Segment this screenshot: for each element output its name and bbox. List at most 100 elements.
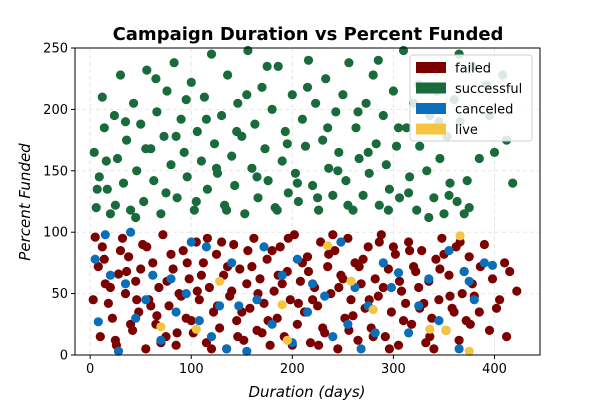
data-point-successful	[91, 203, 101, 213]
data-point-successful	[189, 205, 199, 215]
data-point-canceled	[328, 332, 338, 342]
data-point-failed	[334, 282, 344, 293]
data-point-failed	[148, 258, 158, 268]
data-point-canceled	[227, 258, 237, 268]
data-point-failed	[374, 237, 384, 247]
data-point-failed	[318, 323, 328, 333]
data-point-successful	[136, 119, 146, 129]
data-point-successful	[353, 107, 363, 117]
data-point-failed	[88, 295, 98, 305]
data-point-successful	[308, 180, 318, 191]
data-point-successful	[383, 205, 393, 215]
data-point-failed	[97, 242, 107, 252]
data-point-failed	[328, 230, 338, 240]
data-point-canceled	[414, 301, 424, 311]
data-point-canceled	[386, 282, 396, 293]
data-point-successful	[388, 86, 398, 96]
data-point-live	[455, 231, 465, 241]
data-point-successful	[122, 135, 132, 145]
data-point-successful	[508, 178, 518, 188]
legend: failed successful canceled live	[409, 54, 533, 142]
data-point-successful	[217, 110, 227, 121]
data-point-successful	[290, 168, 300, 178]
data-point-failed	[512, 286, 522, 296]
data-point-canceled	[100, 230, 110, 240]
data-point-failed	[479, 239, 489, 250]
data-point-failed	[131, 276, 141, 286]
data-point-successful	[402, 123, 412, 133]
data-point-failed	[132, 295, 142, 305]
legend-swatch-failed	[416, 62, 446, 73]
data-point-successful	[206, 49, 217, 59]
data-point-failed	[388, 242, 398, 252]
data-point-successful	[201, 114, 211, 124]
data-point-successful	[101, 156, 111, 166]
x-tick-label: 300	[381, 362, 406, 377]
data-point-successful	[424, 212, 434, 223]
legend-label-successful: successful	[455, 82, 522, 97]
data-point-failed	[202, 233, 212, 243]
data-point-successful	[142, 65, 152, 75]
data-point-failed	[303, 266, 314, 277]
data-point-failed	[182, 258, 192, 268]
data-point-failed	[425, 332, 435, 342]
data-point-successful	[280, 126, 290, 137]
data-point-failed	[380, 332, 390, 342]
data-point-successful	[272, 205, 282, 215]
data-point-successful	[282, 139, 292, 149]
data-point-failed	[142, 242, 152, 252]
data-point-successful	[109, 110, 119, 121]
data-point-canceled	[252, 295, 262, 305]
data-point-live	[425, 324, 435, 334]
data-point-failed	[267, 246, 277, 256]
data-point-failed	[401, 298, 411, 308]
data-point-failed	[394, 276, 405, 286]
data-point-failed	[141, 344, 151, 354]
data-point-failed	[201, 338, 211, 348]
y-tick-label: 150	[43, 164, 68, 179]
data-point-successful	[105, 209, 115, 219]
data-point-successful	[344, 58, 354, 68]
data-point-canceled	[186, 237, 196, 247]
data-point-successful	[139, 196, 149, 207]
data-point-successful	[181, 95, 191, 105]
data-point-failed	[370, 274, 380, 284]
data-point-successful	[250, 119, 260, 129]
data-point-canceled	[464, 276, 474, 286]
data-point-live	[368, 305, 378, 315]
data-point-successful	[97, 92, 107, 102]
data-point-successful	[422, 166, 432, 176]
data-point-failed	[293, 298, 303, 308]
data-point-successful	[243, 45, 253, 56]
data-point-canceled	[148, 270, 158, 280]
data-point-failed	[292, 319, 302, 329]
data-point-successful	[444, 190, 454, 200]
data-point-failed	[457, 289, 467, 299]
data-point-successful	[273, 61, 283, 71]
data-point-failed	[115, 246, 126, 256]
series-successful	[89, 45, 518, 223]
data-point-failed	[186, 316, 196, 326]
data-point-successful	[92, 184, 102, 194]
data-point-successful	[171, 131, 181, 141]
data-point-successful	[196, 156, 206, 166]
data-point-canceled	[378, 258, 388, 268]
data-point-failed	[243, 246, 253, 256]
data-point-live	[346, 276, 356, 286]
data-point-failed	[314, 340, 324, 350]
data-point-canceled	[156, 335, 166, 345]
data-point-failed	[154, 282, 164, 293]
data-point-failed	[343, 233, 353, 243]
data-point-successful	[404, 188, 414, 198]
data-point-failed	[505, 266, 515, 277]
data-point-failed	[171, 340, 181, 350]
data-point-live	[191, 324, 201, 334]
data-point-successful	[363, 147, 373, 157]
data-point-failed	[445, 291, 455, 301]
data-point-successful	[354, 153, 364, 164]
data-point-successful	[102, 184, 112, 194]
data-point-successful	[132, 166, 142, 176]
x-tick-label: 200	[280, 362, 305, 377]
data-point-successful	[374, 200, 384, 210]
data-point-successful	[384, 184, 394, 194]
